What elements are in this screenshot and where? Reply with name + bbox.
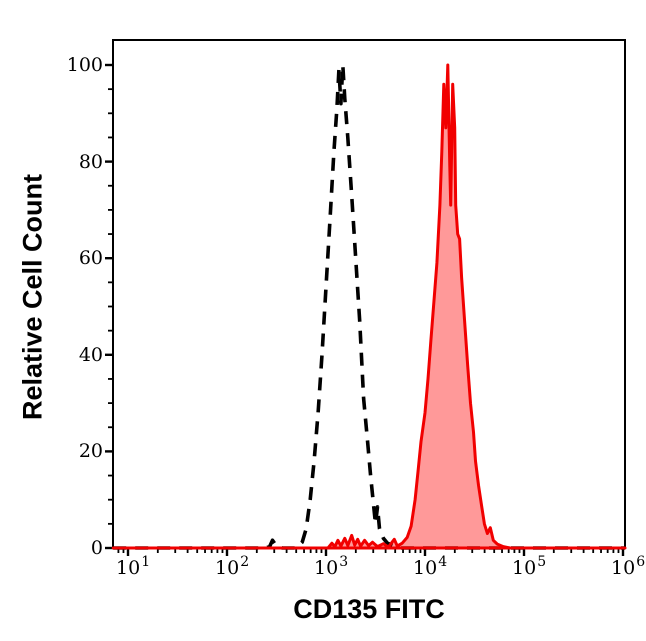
x-tick-label: 104 (413, 554, 448, 579)
x-tick-label: 102 (215, 554, 250, 579)
y-tick-label: 60 (78, 247, 103, 270)
x-tick-label: 105 (512, 554, 547, 579)
y-tick-label: 80 (78, 150, 103, 173)
series-cd135-red-filled (111, 63, 627, 550)
y-tick-label: 40 (78, 343, 103, 366)
x-tick-label: 101 (116, 554, 151, 579)
x-axis-title: CD135 FITC (293, 594, 445, 624)
y-tick-label: 20 (78, 440, 103, 463)
x-tick-label: 103 (314, 554, 349, 579)
series-control-dashed (113, 63, 625, 550)
y-tick-label: 0 (90, 537, 103, 559)
y-tick-label: 100 (66, 54, 103, 76)
x-tick-label: 106 (611, 554, 646, 579)
